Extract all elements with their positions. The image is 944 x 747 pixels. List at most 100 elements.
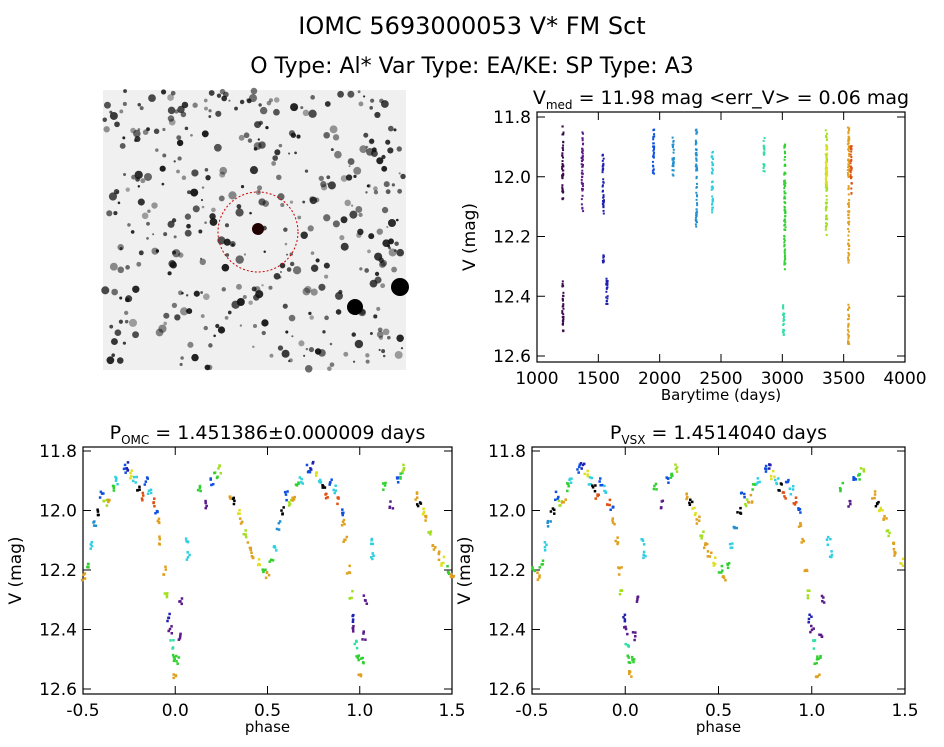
data-point — [825, 136, 828, 139]
data-point — [824, 209, 827, 212]
star — [179, 362, 183, 366]
data-point — [170, 625, 173, 628]
star — [109, 111, 118, 120]
data-point — [601, 171, 604, 174]
data-point — [695, 213, 698, 216]
data-point — [825, 222, 828, 225]
data-point — [825, 158, 828, 161]
data-point — [711, 208, 714, 211]
data-point — [783, 260, 786, 263]
data-point — [665, 476, 668, 479]
data-point — [616, 542, 619, 546]
data-point — [210, 483, 213, 487]
data-point — [881, 508, 884, 512]
star — [137, 198, 145, 206]
data-point — [667, 481, 670, 484]
data-point — [848, 153, 851, 156]
data-point — [695, 211, 698, 214]
data-point — [710, 203, 713, 206]
data-point — [797, 508, 800, 512]
data-point — [675, 466, 679, 469]
data-point — [711, 161, 714, 164]
data-point — [586, 474, 589, 478]
star — [324, 274, 329, 279]
star — [134, 139, 138, 143]
data-point — [381, 482, 385, 485]
star — [382, 328, 390, 336]
star — [111, 288, 119, 296]
star — [365, 353, 370, 358]
y-axis-label: V (mag) — [455, 536, 475, 604]
star — [228, 99, 231, 102]
star — [335, 309, 342, 315]
data-point — [536, 571, 539, 574]
data-point — [538, 574, 541, 577]
data-point — [602, 196, 605, 199]
star — [370, 98, 375, 103]
star — [377, 327, 383, 333]
data-point — [711, 162, 714, 165]
data-point — [594, 484, 597, 487]
data-point — [562, 131, 565, 134]
data-point — [762, 151, 765, 154]
data-point — [685, 492, 689, 495]
data-point — [848, 139, 851, 142]
data-point — [334, 489, 338, 492]
star — [400, 173, 406, 180]
data-point — [818, 633, 821, 636]
data-point — [434, 546, 437, 549]
data-point — [293, 495, 296, 499]
data-point — [601, 200, 604, 203]
data-point — [577, 465, 581, 469]
star — [140, 178, 146, 184]
data-point — [602, 256, 605, 259]
data-point — [652, 138, 655, 141]
star — [351, 332, 356, 337]
data-point — [330, 478, 333, 481]
data-point — [624, 642, 627, 646]
data-point — [798, 508, 802, 511]
star — [221, 263, 230, 272]
data-point — [882, 517, 885, 521]
star — [288, 130, 296, 137]
data-point — [343, 522, 346, 526]
data-point — [794, 496, 798, 499]
data-point — [784, 143, 787, 146]
data-point — [581, 187, 584, 190]
x-tick-label: 1.0 — [798, 701, 825, 721]
data-point — [262, 569, 265, 572]
data-point — [825, 180, 828, 183]
data-point — [172, 676, 175, 680]
data-point — [80, 578, 84, 582]
data-point — [825, 198, 828, 201]
data-point — [685, 497, 688, 501]
star — [329, 362, 335, 367]
data-point — [820, 594, 824, 598]
data-point — [654, 482, 658, 486]
data-point — [878, 509, 882, 512]
data-point — [553, 512, 556, 515]
star — [178, 290, 183, 296]
data-point — [782, 307, 785, 310]
star — [353, 174, 357, 178]
data-point — [847, 213, 850, 216]
data-point — [336, 502, 339, 506]
data-point — [447, 572, 451, 576]
star — [198, 229, 203, 234]
data-point — [744, 502, 747, 506]
data-point — [536, 578, 540, 581]
data-point — [672, 160, 675, 163]
data-point — [432, 548, 436, 551]
data-point — [554, 498, 557, 502]
data-point — [784, 211, 787, 214]
data-point — [277, 528, 281, 531]
data-point — [552, 508, 556, 512]
data-point — [561, 197, 564, 200]
data-point — [695, 182, 698, 185]
data-point — [543, 541, 547, 544]
data-point — [324, 493, 327, 496]
data-point — [727, 562, 731, 565]
data-point — [847, 145, 850, 148]
data-point — [783, 218, 786, 221]
data-point — [372, 554, 375, 558]
